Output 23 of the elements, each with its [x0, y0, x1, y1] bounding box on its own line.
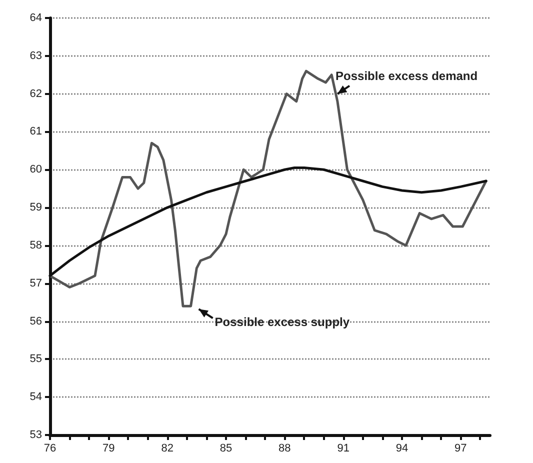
x-tick-label: 82: [161, 442, 174, 454]
y-tick-label: 56: [30, 315, 42, 328]
x-tick-label: 85: [220, 442, 232, 454]
x-tick-label: 91: [337, 442, 350, 454]
annotation: Possible excess demand: [336, 68, 478, 83]
y-tick-label: 64: [30, 12, 42, 24]
line-series: [48, 70, 488, 308]
y-tick-label: 62: [30, 88, 42, 100]
y-tick-label: 60: [30, 164, 42, 176]
y-tick-label: 54: [30, 391, 42, 404]
y-tick-label: 55: [30, 353, 42, 366]
x-tick-label: 97: [454, 442, 467, 454]
y-tick-label: 63: [30, 50, 42, 62]
x-tick-label: 94: [396, 442, 408, 454]
y-tick-label: 61: [30, 126, 42, 138]
y-tick-label: 53: [30, 429, 42, 441]
x-tick-label: 79: [102, 442, 115, 454]
y-tick-label: 57: [30, 277, 42, 290]
y-tick-label: 58: [30, 239, 42, 252]
annotation: Possible excess supply: [214, 315, 350, 330]
x-tick-label: 88: [278, 442, 291, 454]
x-tick-label: 76: [44, 442, 56, 454]
y-tick-label: 59: [30, 202, 42, 214]
